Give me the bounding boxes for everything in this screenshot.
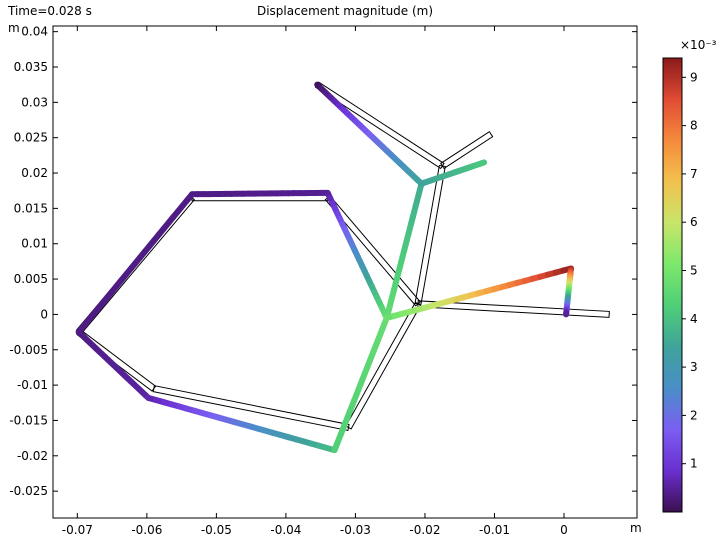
- y-tick-label: -0.005: [9, 343, 48, 357]
- time-label: Time=0.028 s: [7, 4, 92, 18]
- deformed-member: [478, 159, 488, 167]
- y-tick-label: -0.02: [17, 449, 48, 463]
- colorbar-tick-label: 2: [690, 408, 698, 422]
- colorbar-tick-label: 7: [690, 167, 698, 181]
- plot-title: Displacement magnitude (m): [257, 4, 433, 18]
- y-tick-label: 0: [40, 307, 48, 321]
- x-tick-label: -0.05: [201, 523, 232, 537]
- y-tick-label: -0.025: [9, 484, 48, 498]
- y-tick-label: 0.025: [14, 131, 48, 145]
- colorbar-tick-label: 5: [690, 264, 698, 278]
- undeformed-member: [314, 81, 445, 170]
- y-tick-label: 0.035: [14, 60, 48, 74]
- x-tick-label: -0.07: [62, 523, 93, 537]
- undeformed-member: [414, 164, 446, 305]
- colorbar-ticks: 1 2 3 4 5 6 7 8 9: [682, 70, 698, 471]
- y-tick-label: 0.005: [14, 272, 48, 286]
- colorbar: [662, 57, 683, 513]
- undeformed-member: [417, 300, 610, 318]
- y-tick-label: 0.04: [21, 25, 48, 39]
- x-tick-label: -0.04: [270, 523, 301, 537]
- x-axis-ticks: -0.07 -0.06 -0.05 -0.04 -0.03 -0.02 -0.01 0: [62, 26, 568, 537]
- undeformed-member: [439, 130, 494, 170]
- y-axis-ticks: 0.04 0.035 0.03 0.025 0.02 0.015 0.01 0.005 0 -0.…: [9, 25, 637, 498]
- x-tick-label: 0: [560, 523, 568, 537]
- colorbar-tick-label: 4: [690, 312, 698, 326]
- x-tick-label: -0.03: [340, 523, 371, 537]
- colorbar-exponent-label: ×10⁻³: [680, 38, 717, 52]
- colorbar-tick-label: 3: [690, 360, 698, 374]
- y-tick-label: 0.03: [21, 95, 48, 109]
- colorbar-tick-label: 9: [690, 70, 698, 84]
- x-tick-label: -0.02: [409, 523, 440, 537]
- deformed-frame: [75, 81, 574, 454]
- x-tick-label: -0.06: [131, 523, 162, 537]
- y-tick-label: 0.015: [14, 201, 48, 215]
- colorbar-tick-label: 6: [690, 215, 698, 229]
- colorbar-tick-label: 1: [690, 457, 698, 471]
- deformed-member: [331, 441, 340, 454]
- y-tick-label: 0.02: [21, 166, 48, 180]
- x-tick-label: -0.01: [479, 523, 510, 537]
- y-tick-label: -0.015: [9, 413, 48, 427]
- x-axis-unit-label: m: [630, 521, 642, 535]
- undeformed-frame: [75, 81, 610, 432]
- y-axis-unit-label: m: [8, 21, 20, 35]
- undeformed-member: [152, 385, 350, 432]
- y-tick-label: 0.01: [21, 237, 48, 251]
- y-tick-label: -0.01: [17, 378, 48, 392]
- colorbar-tick-label: 8: [690, 119, 698, 133]
- plot-frame: [52, 25, 638, 519]
